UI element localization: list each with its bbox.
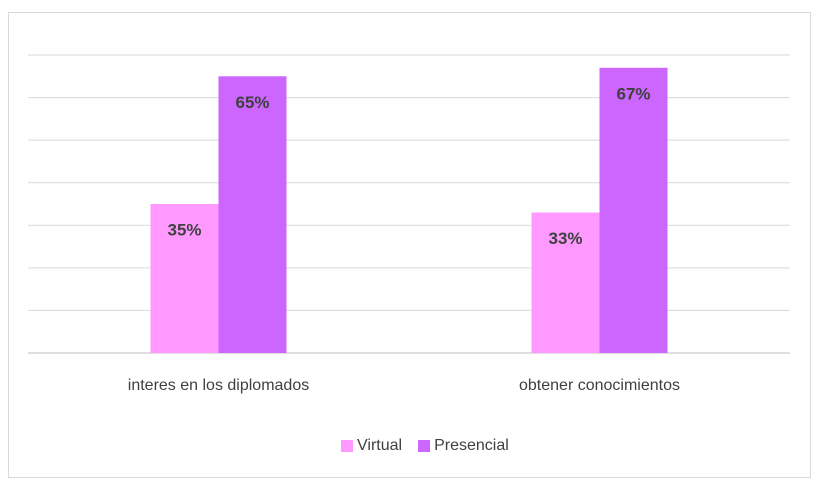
bar <box>150 204 219 353</box>
x-tick-label: obtener conocimientos <box>519 377 680 394</box>
value-label: 65% <box>235 93 269 112</box>
x-tick-label: interes en los diplomados <box>128 377 309 394</box>
value-label: 67% <box>616 84 650 103</box>
legend-label: Presencial <box>434 437 509 454</box>
chart-frame <box>8 12 811 478</box>
value-label: 33% <box>548 229 582 248</box>
legend-swatch <box>341 440 353 452</box>
legend-swatch <box>418 440 431 452</box>
bar <box>218 76 287 354</box>
bar <box>599 67 668 354</box>
legend-label: Virtual <box>357 437 402 454</box>
value-label: 35% <box>167 220 201 239</box>
bar <box>531 212 600 353</box>
